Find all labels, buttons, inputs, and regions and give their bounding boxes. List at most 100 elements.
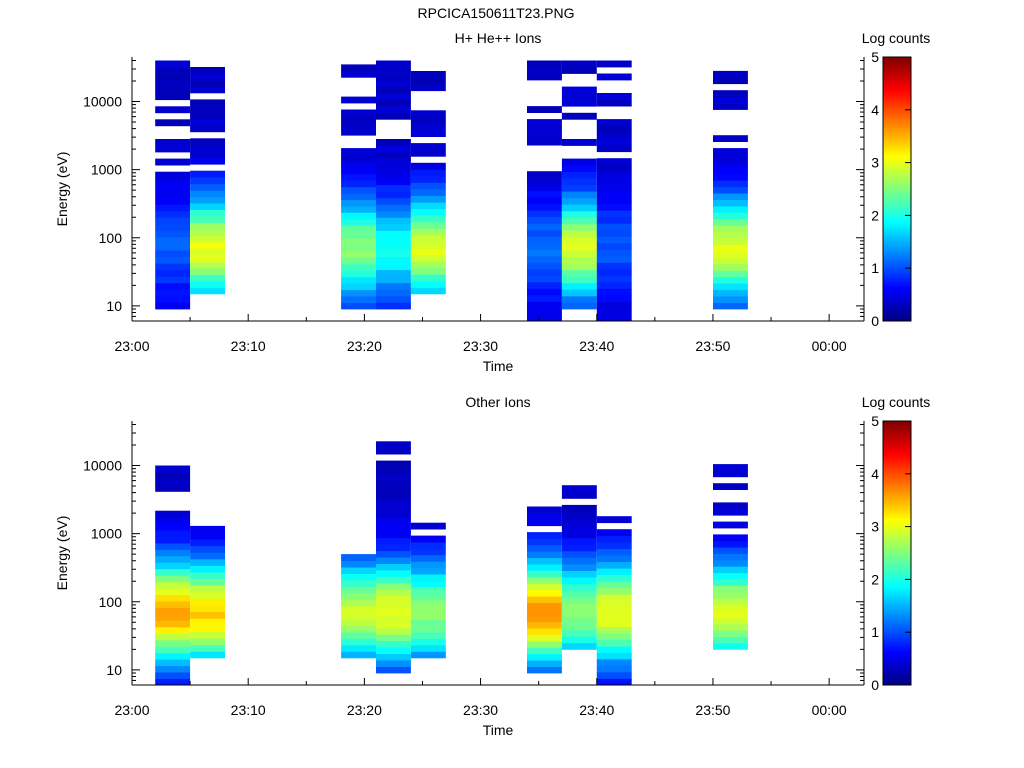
colorbar-frame (882, 56, 912, 322)
colorbar-segment (883, 241, 911, 245)
energy-bin (713, 90, 748, 97)
energy-bin (376, 602, 411, 609)
colorbar-segment (883, 76, 911, 80)
colorbar-segment (883, 299, 911, 302)
energy-bin (155, 256, 191, 264)
energy-bin (341, 644, 376, 652)
energy-bin (376, 139, 411, 146)
energy-bin (155, 633, 191, 641)
panel-h-he-ions: H+ He++ Ions 23:00 23:10 23:20 23:30 23:40 23:… (54, 30, 930, 374)
energy-bin (713, 598, 748, 606)
colorbar-segment (883, 663, 911, 666)
energy-bin (376, 184, 411, 192)
energy-bin (341, 122, 376, 130)
spectrogram-column (341, 64, 376, 310)
energy-bin (155, 523, 191, 531)
energy-bin (713, 193, 748, 200)
colorbar-segment (883, 610, 911, 613)
colorbar-segment (883, 200, 911, 203)
colorbar-segment (883, 118, 911, 122)
energy-bin (376, 145, 411, 153)
energy-bin (596, 203, 632, 211)
energy-bin (155, 184, 191, 192)
colorbar-segment (883, 105, 911, 109)
colorbar-segment (883, 465, 911, 468)
colorbar-segment (883, 658, 911, 662)
colorbar-segment (883, 594, 911, 598)
colorbar-segment (883, 528, 911, 532)
energy-bin (713, 483, 748, 490)
colorbar-segment (883, 473, 911, 477)
energy-bin (527, 653, 562, 661)
colorbar-segment (883, 498, 911, 501)
energy-bin (341, 238, 376, 245)
energy-bin (190, 79, 225, 87)
colorbar-segment (883, 171, 911, 175)
colorbar-segment (883, 288, 911, 291)
colorbar-segment (883, 546, 911, 550)
spectrogram-column (596, 516, 632, 686)
energy-bin (527, 557, 562, 565)
energy-bin (713, 212, 748, 220)
energy-bin (713, 264, 748, 271)
energy-bin (561, 544, 597, 552)
energy-bin (190, 644, 225, 652)
energy-bin (376, 647, 411, 655)
energy-bin (341, 638, 376, 646)
energy-bin (713, 591, 748, 599)
energy-bin (341, 109, 376, 117)
energy-bin (376, 518, 411, 526)
spectrogram-column (561, 485, 597, 650)
energy-bin (155, 282, 191, 290)
energy-bin (713, 302, 748, 310)
energy-bin (596, 145, 632, 153)
energy-bin (155, 472, 191, 479)
colorbar-segment (883, 140, 911, 144)
y-tick-label: 10 (106, 298, 122, 314)
colorbar-segment (883, 290, 911, 293)
colorbar-segment (883, 61, 911, 65)
energy-bin (155, 302, 191, 310)
colorbar-segment (883, 449, 911, 453)
energy-bin (561, 491, 597, 499)
colorbar-segment (883, 630, 911, 633)
colorbar-segment (883, 175, 911, 179)
colorbar-segment (883, 533, 911, 536)
colorbar-segment (883, 627, 911, 631)
colorbar-segment (883, 619, 911, 622)
energy-bin (190, 190, 225, 198)
colorbar-segment (883, 142, 911, 146)
colorbar-segment (883, 539, 911, 543)
energy-bin (376, 660, 411, 667)
energy-bin (713, 225, 748, 233)
colorbar-segment (883, 559, 911, 563)
colorbar-segment (883, 292, 911, 296)
colorbar-tick-label: 5 (871, 49, 879, 65)
colorbar-segment (883, 526, 911, 530)
energy-bin (410, 77, 446, 85)
colorbar-segment (883, 213, 911, 216)
colorbar-segment (883, 164, 911, 168)
colorbar: 0 1 2 3 4 5 Log counts (862, 30, 931, 329)
energy-bin (341, 154, 376, 162)
energy-bin (713, 199, 748, 207)
colorbar-segment (883, 553, 911, 556)
energy-bin (155, 465, 191, 473)
energy-bin (527, 125, 562, 133)
energy-bin (596, 158, 632, 166)
energy-bin (155, 678, 191, 686)
energy-bin (561, 623, 597, 631)
colorbar-segment (883, 120, 911, 124)
energy-bin (527, 171, 562, 179)
energy-bin (376, 525, 411, 532)
colorbar-segment (883, 81, 911, 84)
energy-bin (155, 568, 191, 576)
colorbar-segment (883, 217, 911, 221)
energy-bin (155, 139, 191, 146)
energy-bin (155, 204, 191, 212)
energy-bin (596, 672, 632, 679)
energy-bin (376, 608, 411, 616)
energy-bin (155, 243, 191, 251)
energy-bin (190, 203, 225, 210)
energy-bin (341, 612, 376, 620)
